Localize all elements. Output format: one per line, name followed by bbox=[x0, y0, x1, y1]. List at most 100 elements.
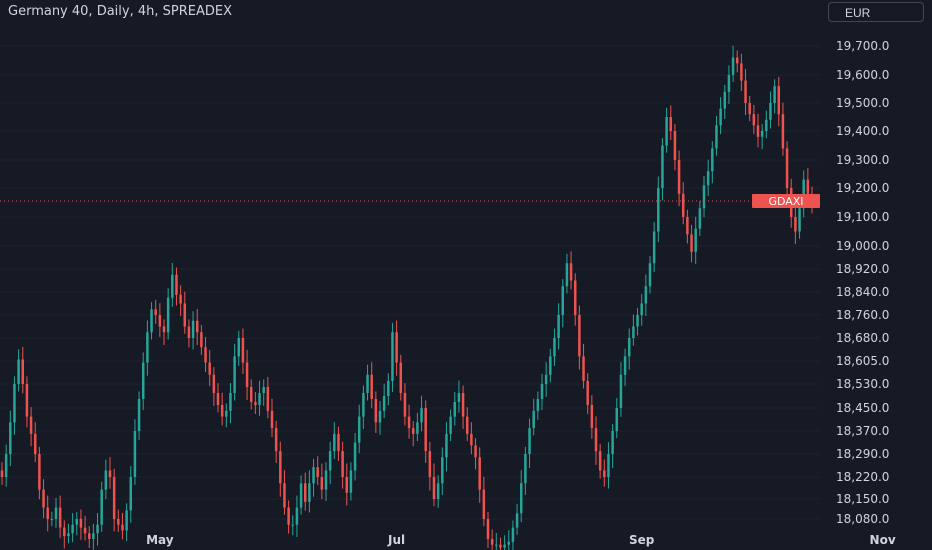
candle-body bbox=[407, 416, 411, 429]
candle bbox=[465, 407, 469, 442]
candle bbox=[9, 410, 12, 467]
candle-body bbox=[607, 454, 610, 477]
candle bbox=[661, 138, 664, 201]
candle bbox=[611, 423, 614, 469]
candle-body bbox=[578, 315, 581, 357]
candle bbox=[117, 509, 120, 532]
candle bbox=[295, 495, 299, 537]
candle bbox=[677, 150, 681, 207]
candle-body bbox=[769, 103, 772, 120]
candle bbox=[590, 395, 594, 439]
candle bbox=[67, 523, 70, 544]
candle-body bbox=[482, 489, 486, 519]
candle bbox=[748, 96, 751, 122]
candle-body bbox=[565, 263, 569, 287]
candle bbox=[486, 511, 490, 548]
candle bbox=[316, 456, 319, 485]
candle-body bbox=[806, 179, 810, 194]
candle bbox=[4, 444, 8, 487]
candle-body bbox=[590, 405, 594, 429]
candle-body bbox=[33, 433, 37, 454]
candle bbox=[802, 170, 805, 218]
candle bbox=[112, 468, 116, 532]
candle-body bbox=[187, 326, 191, 338]
x-tick-label: Sep bbox=[629, 533, 655, 547]
candle-body bbox=[21, 359, 25, 384]
y-tick-label: 19,600.0 bbox=[836, 68, 889, 82]
candle-body bbox=[92, 533, 95, 539]
candle-body bbox=[644, 286, 648, 304]
y-tick-label: 18,290.0 bbox=[836, 447, 889, 461]
candle-body bbox=[740, 63, 743, 81]
candle-body bbox=[141, 362, 145, 399]
candle bbox=[731, 45, 735, 82]
candle bbox=[615, 398, 619, 439]
candle-body bbox=[121, 524, 124, 531]
candle bbox=[553, 328, 556, 366]
candle-body bbox=[702, 185, 706, 209]
candle-body bbox=[154, 309, 157, 315]
candle bbox=[270, 398, 274, 438]
candle bbox=[607, 442, 610, 489]
candle-body bbox=[179, 294, 182, 304]
candle-body bbox=[719, 108, 722, 126]
candle bbox=[432, 463, 436, 507]
candle bbox=[582, 343, 585, 389]
candle-body bbox=[125, 510, 128, 531]
y-tick-label: 19,300.0 bbox=[836, 153, 889, 167]
x-tick-label: May bbox=[146, 533, 174, 547]
candle-body bbox=[470, 433, 473, 446]
candle-body bbox=[362, 393, 365, 417]
currency-selector[interactable]: EUR bbox=[828, 2, 924, 22]
y-tick-label: 18,840.0 bbox=[836, 285, 889, 299]
candle-body bbox=[104, 470, 108, 490]
candle-body bbox=[677, 160, 681, 194]
candle-body bbox=[557, 315, 560, 338]
candle bbox=[503, 535, 506, 550]
candle bbox=[362, 385, 365, 429]
candle-body bbox=[690, 234, 693, 252]
candle-body bbox=[137, 399, 141, 431]
candle-body bbox=[117, 519, 120, 525]
candle bbox=[540, 373, 544, 411]
candle-body bbox=[274, 428, 278, 452]
candle-body bbox=[536, 399, 540, 411]
candle-body bbox=[212, 374, 216, 393]
candle bbox=[424, 400, 427, 463]
candle bbox=[212, 367, 216, 406]
candle bbox=[565, 253, 569, 294]
candle bbox=[382, 383, 386, 419]
candle-body bbox=[216, 393, 220, 405]
candle-body bbox=[374, 399, 378, 423]
candle bbox=[627, 328, 631, 370]
candle bbox=[578, 305, 581, 370]
candle bbox=[46, 495, 49, 532]
candle-body bbox=[648, 263, 652, 287]
candle bbox=[92, 523, 95, 550]
candle-body bbox=[146, 332, 149, 363]
candle bbox=[241, 328, 245, 374]
candle-body bbox=[727, 75, 731, 92]
y-tick-label: 19,400.0 bbox=[836, 124, 889, 138]
candle bbox=[154, 299, 157, 324]
candle bbox=[312, 458, 315, 497]
candle-body bbox=[623, 356, 627, 375]
candle-body bbox=[287, 507, 290, 525]
candle bbox=[79, 509, 83, 540]
candle-body bbox=[478, 457, 481, 490]
candle-body bbox=[183, 303, 187, 327]
candle-body bbox=[715, 125, 718, 149]
price-badge-label: GDAXI bbox=[768, 195, 803, 208]
candle bbox=[478, 447, 481, 503]
candle-body bbox=[457, 393, 461, 402]
candle-body bbox=[25, 384, 29, 417]
candle-body bbox=[432, 477, 436, 499]
candle-body bbox=[175, 274, 178, 295]
y-tick-label: 18,530.0 bbox=[836, 377, 889, 391]
y-tick-label: 18,680.0 bbox=[836, 331, 889, 345]
candle bbox=[96, 513, 99, 546]
candle bbox=[619, 362, 623, 417]
candle bbox=[229, 383, 232, 424]
candle-body bbox=[324, 470, 328, 490]
